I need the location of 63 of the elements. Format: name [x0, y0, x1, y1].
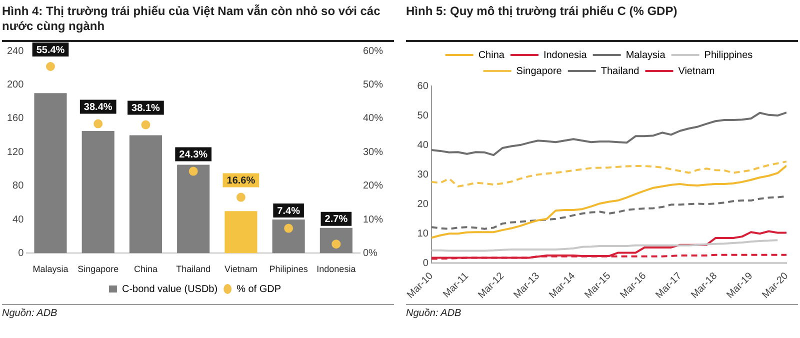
- point: [46, 62, 55, 71]
- y-tick-label: 80: [12, 180, 24, 192]
- y2-tick-label: 0%: [362, 248, 378, 259]
- chart-title: Hình 4: Thị trường trái phiếu của Việt Nam vẫn còn nhỏ so với các nước cùng ngành: [2, 4, 394, 42]
- data-label: 2.7%: [324, 214, 348, 226]
- bar: [272, 220, 305, 254]
- x-tick-label: Philipines: [269, 264, 308, 274]
- legend-label: C-bond value (USDb): [122, 284, 218, 295]
- point: [284, 224, 294, 233]
- y-tick-label: 0: [422, 258, 429, 269]
- x-tick-label: Thailand: [176, 264, 211, 274]
- bar: [129, 135, 162, 254]
- y2-tick-label: 60%: [362, 46, 384, 57]
- data-label: 7.4%: [277, 206, 300, 217]
- y-tick-label: 10: [417, 228, 429, 240]
- x-tick-label: Singapore: [78, 264, 119, 274]
- legend-label: Philippines: [704, 50, 753, 61]
- y2-tick-label: 50%: [362, 79, 384, 90]
- y2-tick-label: 20%: [362, 180, 384, 192]
- legend-label: Thailand: [600, 66, 640, 77]
- data-label: 16.6%: [226, 176, 256, 187]
- data-label: 38.4%: [84, 102, 112, 114]
- x-tick-label: China: [134, 264, 158, 274]
- point: [236, 192, 246, 202]
- y2-tick-label: 10%: [362, 214, 384, 226]
- legend-label: Indonesia: [543, 50, 588, 61]
- bar: [320, 228, 352, 254]
- legend-label: China: [478, 50, 505, 61]
- y-tick-label: 200: [6, 79, 24, 90]
- legend-label: Singapore: [516, 66, 562, 77]
- y-tick-label: 120: [6, 146, 24, 158]
- y-tick-label: 30: [417, 169, 429, 180]
- y-tick-label: 40: [12, 214, 24, 226]
- bar: [224, 211, 258, 254]
- data-label: 24.3%: [179, 150, 208, 161]
- y2-tick-label: 30%: [362, 146, 384, 158]
- y-tick-label: 160: [6, 113, 24, 124]
- y-tick-label: 40: [417, 140, 429, 151]
- y-tick-label: 60: [417, 80, 429, 92]
- chart-title: Hình 5: Quy mô thị trường trái phiếu C (% GDP): [406, 4, 798, 42]
- x-tick-label: Vietnam: [224, 264, 258, 274]
- point: [94, 119, 103, 128]
- line-series: [431, 195, 787, 230]
- x-tick-label: Indonesia: [316, 264, 356, 274]
- legend-label: % of GDP: [236, 284, 282, 295]
- text: Nguồn: ADB: [406, 308, 462, 319]
- point: [141, 120, 150, 130]
- data-label: 55.4%: [36, 44, 65, 56]
- bar: [82, 131, 114, 254]
- bar: [34, 93, 67, 254]
- point: [188, 166, 198, 176]
- y2-tick-label: 40%: [362, 113, 384, 124]
- y-tick-label: 240: [6, 46, 24, 57]
- data-label: 38.1%: [132, 103, 160, 114]
- bar: [177, 164, 210, 254]
- y-tick-label: 0: [18, 248, 24, 259]
- line-series: [431, 160, 787, 188]
- x-tick-label: Malaysia: [32, 264, 68, 274]
- y-tick-label: 20: [417, 198, 429, 210]
- y-tick-label: 50: [417, 110, 429, 122]
- legend-label: Vietnam: [678, 66, 715, 77]
- legend-label: Malaysia: [626, 50, 666, 61]
- text: Nguồn: ADB: [2, 308, 58, 319]
